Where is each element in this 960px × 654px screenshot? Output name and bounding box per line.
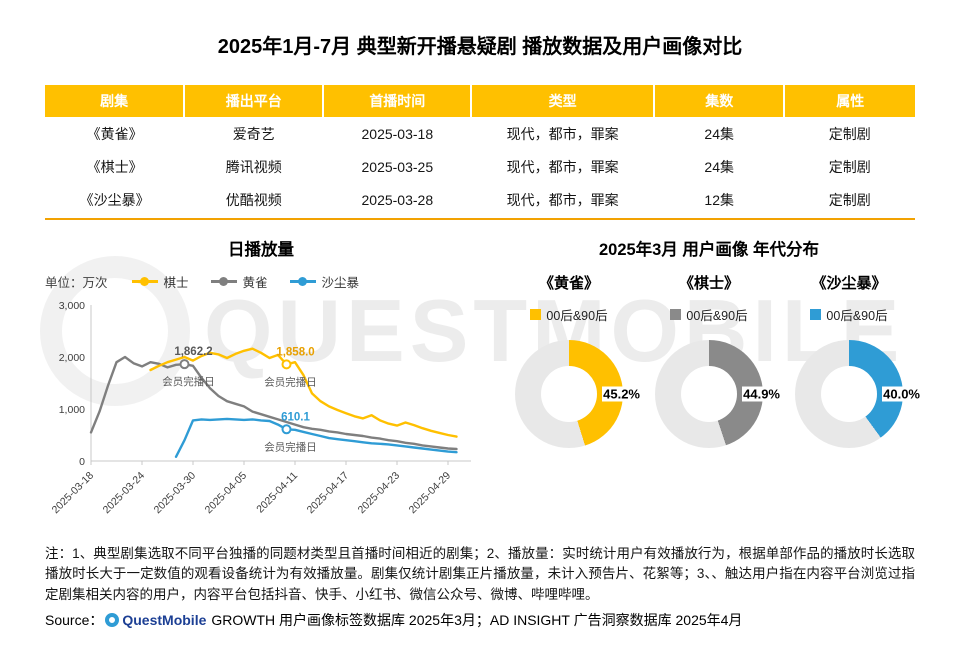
table-cell: 《黄雀》	[86, 125, 143, 142]
source-text: GROWTH 用户画像标签数据库 2025年3月；AD INSIGHT 广告洞察…	[211, 611, 743, 628]
legend-marker	[210, 277, 237, 286]
charts-section: 日播放量 单位：万次 棋士 黄雀 沙尘暴 0 1,000 2,000 3,000 202…	[45, 226, 921, 530]
svg-text:0: 0	[79, 456, 85, 468]
table-cell: 《棋士》	[86, 158, 143, 175]
table-cell: 现代，都市，罪案	[506, 158, 619, 175]
table-cell: 12集	[704, 191, 734, 208]
table-cell: 《沙尘暴》	[79, 191, 150, 208]
svg-text:2025-04-11: 2025-04-11	[254, 470, 300, 516]
svg-text:会员完播日: 会员完播日	[162, 375, 215, 388]
svg-text:1,000: 1,000	[59, 404, 85, 416]
table-cell: 定制剧	[828, 158, 871, 175]
table-body: 《黄雀》 爱奇艺 2025-03-18 现代，都市，罪案 24集 定制剧 《棋士…	[45, 117, 915, 216]
legend-marker	[289, 277, 316, 286]
svg-text:2025-04-05: 2025-04-05	[203, 470, 250, 517]
svg-text:1,862.2: 1,862.2	[174, 346, 212, 358]
table-cell: 现代，都市，罪案	[506, 191, 619, 208]
donut-chart: 44.9%	[655, 340, 781, 448]
legend-label: 00后&90后	[686, 309, 748, 323]
table-cell: 24集	[704, 125, 734, 142]
legend-dot	[297, 277, 307, 286]
donut-chart: 45.2%	[515, 340, 641, 448]
line-legend-item: 沙尘暴	[289, 272, 360, 291]
table-row: 《黄雀》 爱奇艺 2025-03-18 现代，都市，罪案 24集 定制剧	[45, 117, 915, 150]
column-header: 属性	[783, 85, 915, 117]
svg-text:1,858.0: 1,858.0	[276, 346, 314, 358]
donut-card: 《黄雀》 00后&90后 45.2%	[503, 272, 641, 448]
donut-title: 《棋士》	[678, 275, 739, 292]
table-cell: 24集	[704, 158, 734, 175]
svg-text:610.1: 610.1	[281, 411, 310, 423]
svg-text:2025-04-29: 2025-04-29	[407, 470, 454, 517]
svg-text:3,000: 3,000	[59, 300, 85, 312]
svg-text:2025-04-23: 2025-04-23	[356, 470, 403, 517]
source-line: Source： QuestMobile GROWTH 用户画像标签数据库 202…	[45, 610, 915, 630]
table-row: 《棋士》 腾讯视频 2025-03-25 现代，都市，罪案 24集 定制剧	[45, 150, 915, 183]
svg-text:会员完播日: 会员完播日	[264, 375, 317, 388]
column-header: 集数	[652, 85, 785, 117]
svg-text:2025-03-24: 2025-03-24	[101, 470, 148, 517]
legend-dot	[139, 277, 149, 286]
svg-text:2,000: 2,000	[59, 352, 85, 364]
donut-legend: 00后&90后	[503, 305, 635, 324]
legend-dot	[218, 277, 228, 286]
line-legend-item: 黄雀	[210, 272, 268, 291]
legend-marker	[131, 277, 158, 286]
table-bottom-rule	[45, 218, 915, 220]
donut-row: 《黄雀》 00后&90后 45.2% 《棋士》 00后&90后	[503, 272, 921, 448]
table-cell: 腾讯视频	[225, 158, 282, 175]
donut-title: 《沙尘暴》	[811, 275, 887, 292]
svg-text:会员完播日: 会员完播日	[264, 440, 317, 453]
legend-swatch	[670, 309, 682, 320]
unit-label: 单位：万次	[45, 276, 108, 290]
donut-legend: 00后&90后	[783, 305, 915, 324]
column-header: 首播时间	[322, 85, 472, 117]
table-header-row: 剧集 播出平台 首播时间 类型 集数 属性	[45, 85, 915, 117]
donut-card: 《沙尘暴》 00后&90后 40.0%	[783, 272, 921, 448]
svg-text:2025-03-30: 2025-03-30	[152, 470, 199, 517]
legend-label: 沙尘暴	[321, 276, 360, 290]
table-cell: 现代，都市，罪案	[506, 125, 619, 142]
page-title: 2025年1月-7月 典型新开播悬疑剧 播放数据及用户画像对比	[217, 36, 743, 58]
footnotes: 注：1、典型剧集选取不同平台独播的同题材类型且首播时间相近的剧集；2、播放量：实…	[45, 546, 915, 602]
table-cell: 优酷视频	[225, 191, 282, 208]
donut-legend: 00后&90后	[643, 305, 775, 324]
table-cell: 定制剧	[828, 125, 871, 142]
column-header: 播出平台	[183, 85, 324, 117]
donut-value: 40.0%	[882, 386, 921, 402]
legend-label: 00后&90后	[826, 309, 888, 323]
svg-text:2025-03-18: 2025-03-18	[50, 470, 97, 517]
daily-playback-section: 日播放量 单位：万次 棋士 黄雀 沙尘暴 0 1,000 2,000 3,000 202…	[45, 226, 477, 530]
line-legend: 单位：万次 棋士 黄雀 沙尘暴	[45, 272, 477, 291]
legend-swatch	[810, 309, 822, 320]
table-cell: 爱奇艺	[232, 125, 275, 142]
donut-section-title: 2025年3月 用户画像 年代分布	[598, 241, 820, 259]
line-legend-item: 棋士	[131, 272, 189, 291]
page: 2025年1月-7月 典型新开播悬疑剧 播放数据及用户画像对比 剧集 播出平台 …	[0, 30, 960, 630]
legend-label: 棋士	[163, 276, 189, 290]
donut-chart: 40.0%	[795, 340, 921, 448]
questmobile-brand: QuestMobile	[122, 611, 207, 628]
drama-table: 剧集 播出平台 首播时间 类型 集数 属性 《黄雀》 爱奇艺 2025-03-1…	[45, 85, 915, 216]
donut-value: 45.2%	[602, 386, 641, 402]
column-header: 剧集	[45, 85, 185, 117]
donut-card: 《棋士》 00后&90后 44.9%	[643, 272, 781, 448]
legend-swatch	[530, 309, 542, 320]
source-prefix: Source：	[45, 611, 104, 628]
donut-value: 44.9%	[742, 386, 781, 402]
legend-label: 黄雀	[242, 276, 268, 290]
user-profile-section: 2025年3月 用户画像 年代分布 《黄雀》 00后&90后 45.2% 《棋士…	[477, 226, 921, 530]
table-cell: 2025-03-28	[361, 191, 434, 208]
donut-title: 《黄雀》	[538, 275, 599, 292]
table-row: 《沙尘暴》 优酷视频 2025-03-28 现代，都市，罪案 12集 定制剧	[45, 183, 915, 216]
legend-label: 00后&90后	[546, 309, 608, 323]
line-chart-title: 日播放量	[228, 241, 294, 259]
column-header: 类型	[470, 85, 654, 117]
table-cell: 2025-03-25	[361, 158, 434, 175]
svg-text:2025-04-17: 2025-04-17	[305, 470, 352, 517]
table-cell: 2025-03-18	[361, 125, 434, 142]
table-cell: 定制剧	[828, 191, 871, 208]
questmobile-logo-icon	[105, 612, 120, 627]
